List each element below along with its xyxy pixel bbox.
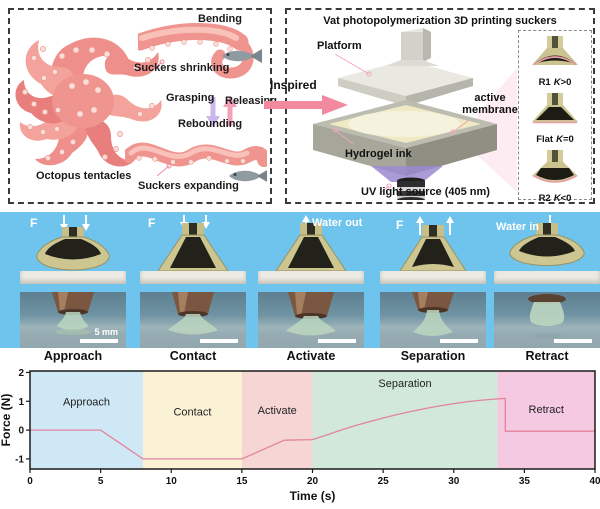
rebounding-label: Rebounding — [178, 118, 243, 130]
photo-content-icon — [494, 294, 600, 349]
force-time-chart-svg: Approach Contact Activate Separation Retract… — [0, 368, 600, 503]
inset-item-r2: R2 K<0 — [519, 148, 591, 204]
substrate-bar — [20, 271, 126, 284]
svg-text:30: 30 — [448, 476, 460, 487]
svg-text:Time (s): Time (s) — [290, 489, 336, 503]
svg-text:Separation: Separation — [378, 378, 431, 390]
scale-bar-label: 5 mm — [94, 327, 118, 337]
curvature-inset: R1 K>0 Flat K=0 R2 K<0 — [518, 30, 592, 204]
substrate-bar — [380, 271, 486, 284]
force-annotation: F — [148, 216, 156, 230]
panel-separation: F — [380, 215, 486, 349]
bending-tentacle-icon — [138, 23, 262, 79]
stage-contact: Contact — [169, 349, 217, 363]
inset-item-r1: R1 K>0 — [519, 34, 591, 88]
inspired-arrow-icon — [264, 95, 348, 115]
panel-retract: Water in — [494, 215, 600, 349]
svg-text:Approach: Approach — [63, 397, 110, 409]
sucker-schematic-icon — [509, 215, 585, 266]
svg-text:10: 10 — [166, 476, 178, 487]
sucker-schematic-icon — [36, 215, 110, 271]
suckers-expanding-label: Suckers expanding — [138, 180, 239, 192]
stage-activate: Activate — [286, 349, 336, 363]
panel-contact: F — [140, 215, 246, 349]
substrate-bar — [258, 271, 364, 284]
substrate-bar — [140, 271, 246, 284]
octopus-bio-panel: Bending Suckers shrinking Grasping Relea… — [8, 8, 277, 204]
svg-text:0: 0 — [18, 426, 24, 437]
stage-retract: Retract — [525, 349, 569, 363]
experiment-photo — [494, 292, 600, 349]
photo-content-icon — [380, 292, 486, 349]
stage-label-row: Approach Contact Activate Separation Ret… — [0, 348, 600, 366]
panel-approach: F 5 mm — [20, 215, 126, 349]
sucker-r1-icon — [532, 36, 578, 66]
svg-text:0: 0 — [27, 476, 33, 487]
sucker-flat-icon — [532, 93, 578, 124]
grasping-label: Grasping — [166, 92, 215, 104]
svg-text:Retract: Retract — [529, 404, 564, 416]
photo-content-icon — [258, 292, 364, 349]
sucker-schematic-icon — [275, 215, 347, 272]
suckers-shrinking-label: Suckers shrinking — [134, 62, 230, 74]
printer-schematic-icon — [313, 28, 517, 200]
experiment-photo — [380, 292, 486, 349]
force-time-chart: Approach Contact Activate Separation Retract… — [0, 366, 600, 504]
bending-label: Bending — [198, 13, 242, 25]
experiment-photo: 5 mm — [20, 292, 126, 349]
uv-source-label: UV light source (405 nm) — [361, 186, 490, 198]
svg-text:Activate: Activate — [258, 405, 297, 417]
substrate-bar — [494, 271, 600, 284]
svg-text:40: 40 — [589, 476, 600, 487]
experiment-photo — [140, 292, 246, 349]
inspired-label: Inspired — [270, 78, 317, 92]
sucker-r2-icon — [532, 150, 578, 183]
inset-item-flat: Flat K=0 — [519, 91, 591, 145]
force-annotation: F — [396, 218, 404, 232]
experiment-photo — [258, 292, 364, 349]
svg-text:35: 35 — [519, 476, 531, 487]
top-section: Bending Suckers shrinking Grasping Relea… — [0, 0, 600, 212]
inspired-transition: Inspired — [262, 78, 354, 118]
photo-content-icon — [20, 292, 126, 349]
svg-text:2: 2 — [18, 368, 24, 379]
experiment-sequence-strip: F 5 mm F — [0, 212, 600, 349]
fish-icon — [222, 49, 262, 63]
sucker-schematic-icon — [399, 216, 467, 272]
svg-text:15: 15 — [236, 476, 248, 487]
octopus-tentacles-label: Octopus tentacles — [36, 170, 132, 182]
photo-content-icon — [140, 292, 246, 349]
printing-panel-title: Vat photopolymerization 3D printing suck… — [323, 15, 557, 27]
water-annotation: Water out — [312, 217, 363, 229]
sucker-schematic-icon — [157, 215, 229, 272]
svg-text:5: 5 — [98, 476, 104, 487]
svg-text:Contact: Contact — [173, 407, 211, 419]
force-annotation: F — [30, 216, 38, 230]
platform-label: Platform — [317, 40, 362, 52]
stage-approach: Approach — [43, 349, 103, 363]
svg-text:20: 20 — [307, 476, 319, 487]
stage-separation: Separation — [400, 349, 466, 363]
svg-text:25: 25 — [378, 476, 390, 487]
releasing-label: Releasing — [225, 95, 277, 107]
svg-text:Force (N): Force (N) — [0, 394, 13, 447]
fish-icon — [229, 170, 267, 182]
water-annotation: Water in — [496, 221, 539, 233]
octopus-illustration-icon — [15, 37, 162, 167]
svg-text:1: 1 — [18, 397, 24, 408]
hydrogel-ink-label: Hydrogel ink — [345, 148, 412, 160]
grasp-release-arrows-icon — [206, 96, 237, 127]
panel-activate: Water out — [258, 215, 364, 349]
svg-text:-1: -1 — [15, 454, 24, 465]
expanding-tentacle-icon — [125, 142, 267, 182]
active-membrane-label: active membrane — [462, 92, 518, 117]
